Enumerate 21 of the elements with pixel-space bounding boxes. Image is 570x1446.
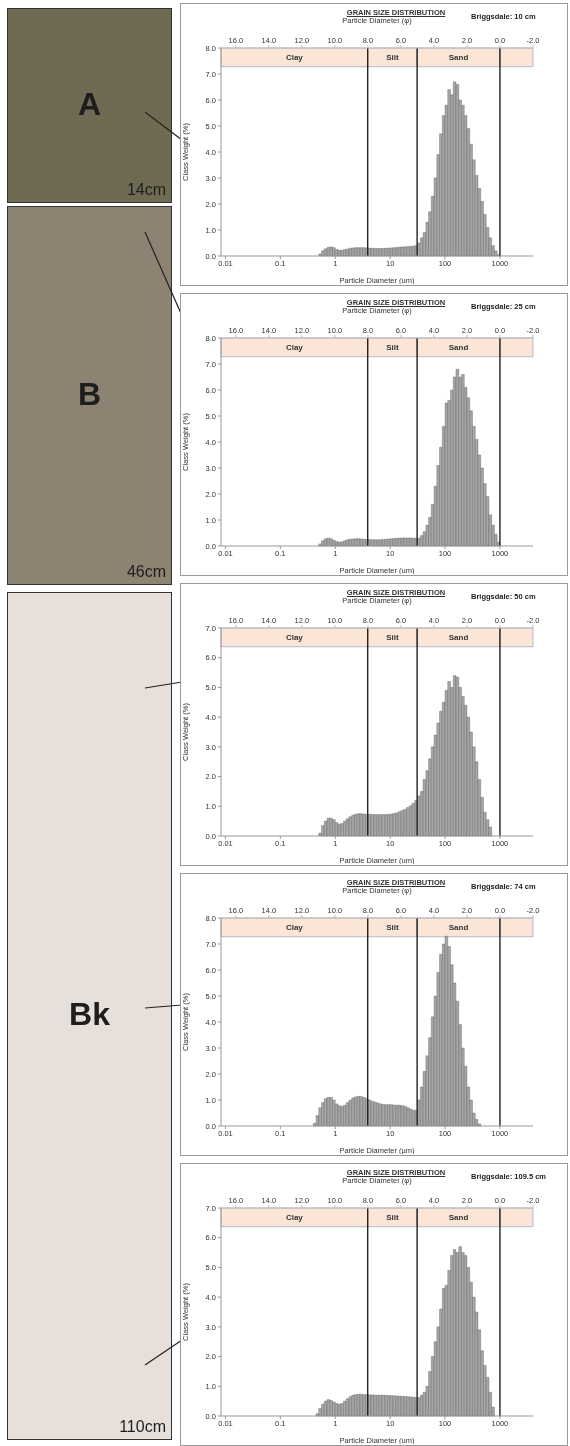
band-label: Silt [386,633,399,643]
band-label: Clay [285,343,304,353]
text: 46cm [126,563,166,581]
band-label: Sand [448,633,469,643]
band-label: Sand [448,53,469,63]
text: 14cm [126,181,166,199]
band-label: Sand [448,1213,469,1223]
band-label: Silt [386,343,399,353]
band-label: Clay [285,1213,304,1223]
text: 110cm [119,1418,166,1436]
band-label: Sand [448,343,469,353]
band-label: Silt [386,923,399,933]
band-label: Silt [386,53,399,63]
band-label: Clay [285,633,304,643]
text: Bk [68,996,111,1033]
band-label: Clay [285,53,304,63]
band-label: Silt [386,1213,399,1223]
band-label: Sand [448,923,469,933]
text: B [76,375,103,413]
text: A [76,85,103,123]
band-label: Clay [285,923,304,933]
